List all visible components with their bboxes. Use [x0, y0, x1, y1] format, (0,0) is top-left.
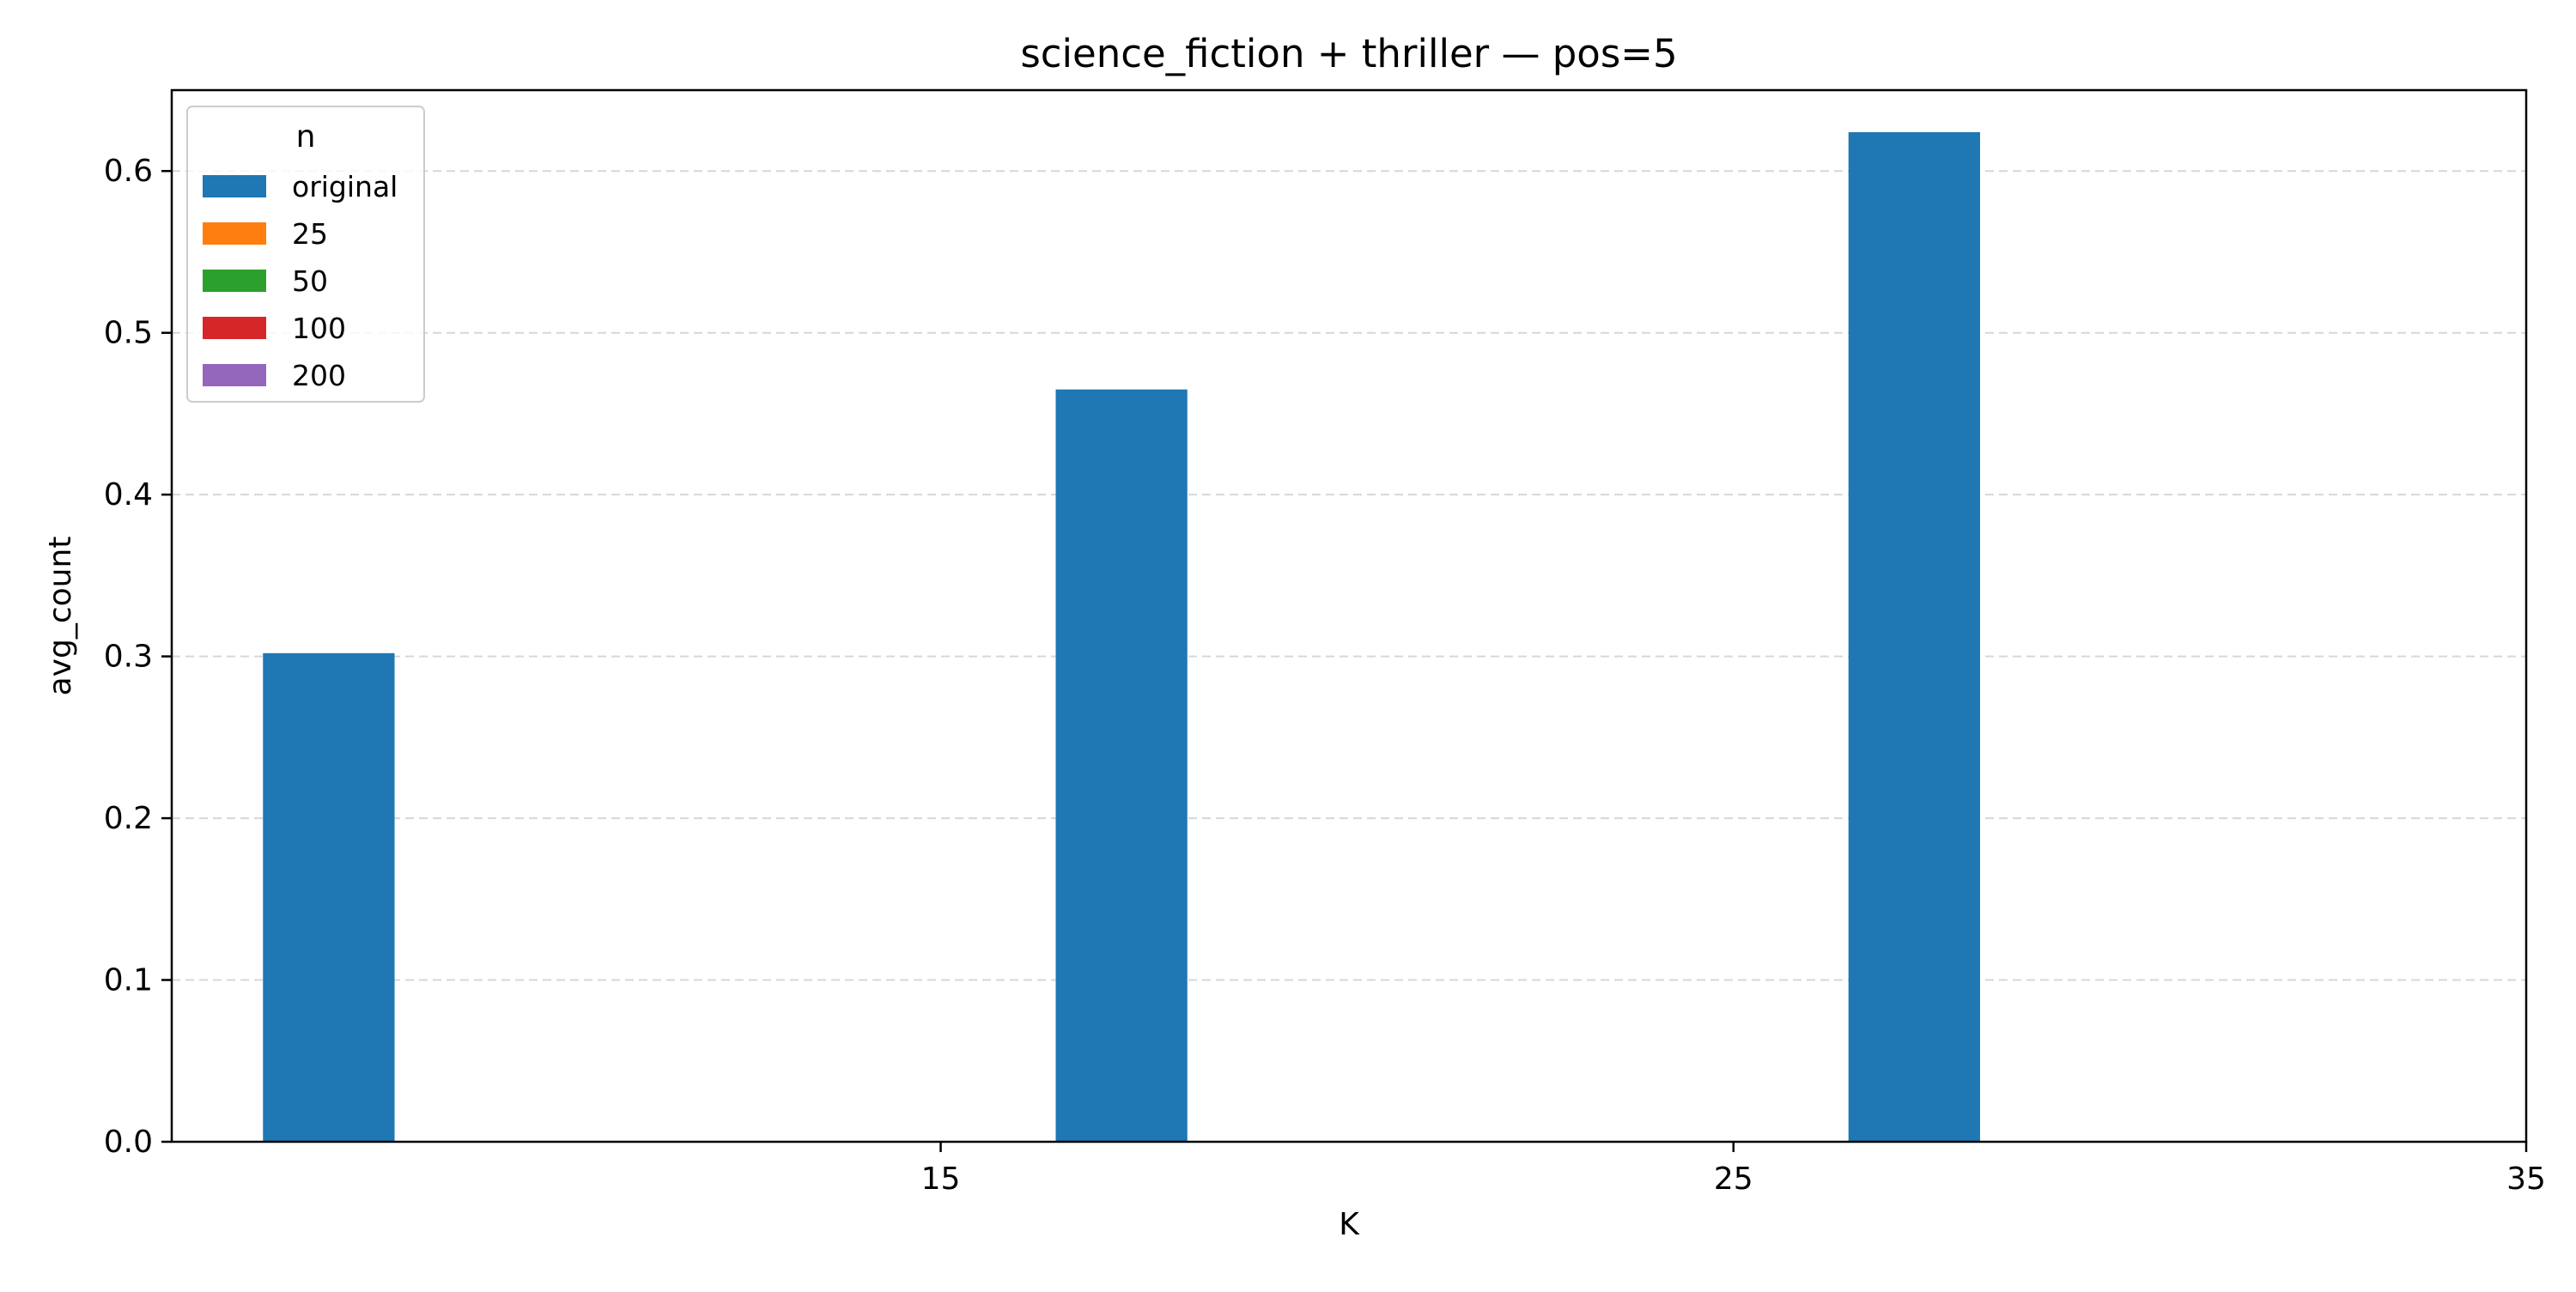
plot-frame — [170, 88, 2528, 1143]
y-axis-ticks: 0.0 0.1 0.2 0.3 0.4 0.5 0.6 — [104, 154, 172, 1160]
y-tick-label: 0.2 — [104, 801, 153, 836]
legend: n original 25 50 100 200 — [186, 106, 425, 403]
legend-swatch-200 — [203, 364, 266, 386]
legend-swatch-original — [203, 175, 266, 197]
bar-original-35 — [1848, 132, 1980, 1142]
legend-swatch-100 — [203, 317, 266, 339]
legend-swatch-50 — [203, 270, 266, 292]
y-tick-label: 0.0 — [104, 1125, 153, 1160]
y-tick-label: 0.6 — [104, 154, 153, 189]
x-tick-label: 35 — [2506, 1162, 2546, 1197]
legend-label: 25 — [292, 217, 328, 251]
y-tick-label: 0.4 — [104, 477, 153, 513]
legend-label: 100 — [292, 312, 346, 345]
legend-label: 200 — [292, 359, 346, 392]
grid-lines — [172, 170, 2526, 981]
legend-label: 50 — [292, 264, 328, 298]
x-tick-label: 25 — [1714, 1162, 1753, 1197]
legend-swatch-25 — [203, 222, 266, 245]
y-tick-label: 0.1 — [104, 963, 153, 998]
bar-original-15 — [263, 652, 395, 1142]
legend-label: original — [292, 170, 398, 203]
x-axis-ticks: 15 25 35 — [921, 1142, 2546, 1197]
y-tick-label: 0.5 — [104, 316, 153, 351]
legend-title: n — [296, 119, 316, 155]
x-axis-label: K — [1339, 1207, 1360, 1242]
bars — [263, 132, 1980, 1143]
y-axis-label: avg_count — [43, 537, 78, 696]
x-tick-label: 15 — [921, 1162, 961, 1197]
bar-original-25 — [1055, 389, 1188, 1143]
y-tick-label: 0.3 — [104, 640, 153, 675]
chart-title: science_fiction + thriller — pos=5 — [1020, 31, 1677, 76]
